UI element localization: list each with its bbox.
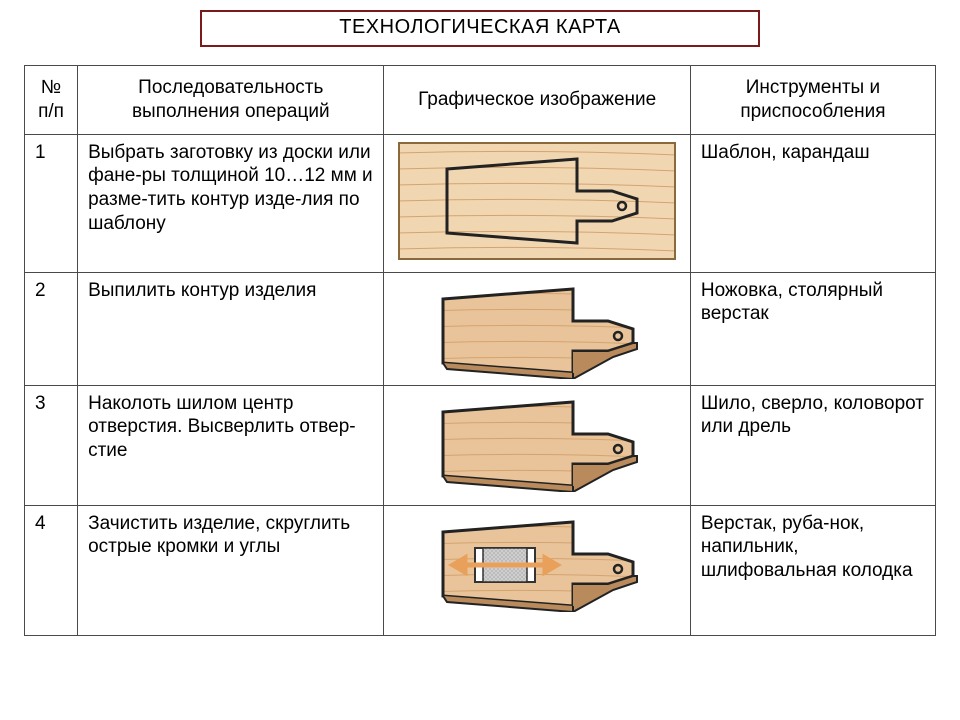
cell-diagram bbox=[384, 134, 690, 272]
cell-num: 1 bbox=[25, 134, 78, 272]
drill-hole-icon bbox=[417, 392, 657, 492]
table-row: 1 Выбрать заготовку из доски или фане-ры… bbox=[25, 134, 936, 272]
cell-diagram bbox=[384, 385, 690, 505]
process-table: № п/п Последовательность выполнения опер… bbox=[24, 65, 936, 636]
col-header-image: Графическое изображение bbox=[384, 66, 690, 135]
sanding-icon bbox=[417, 512, 657, 612]
page-title-text: ТЕХНОЛОГИЧЕСКАЯ КАРТА bbox=[339, 16, 621, 38]
cell-tools: Шило, сверло, коловорот или дрель bbox=[690, 385, 935, 505]
cell-tools: Шаблон, карандаш bbox=[690, 134, 935, 272]
cell-tools: Верстак, руба-нок, напильник, шлифовальн… bbox=[690, 505, 935, 635]
cell-diagram bbox=[384, 505, 690, 635]
table-row: 3 Наколоть шилом центр отверстия. Высвер… bbox=[25, 385, 936, 505]
cell-operation: Наколоть шилом центр отверстия. Высверли… bbox=[78, 385, 384, 505]
page-title: ТЕХНОЛОГИЧЕСКАЯ КАРТА bbox=[200, 10, 760, 47]
blank-with-outline-icon bbox=[397, 141, 677, 261]
cell-num: 2 bbox=[25, 272, 78, 385]
cell-tools: Ножовка, столярный верстак bbox=[690, 272, 935, 385]
cell-num: 3 bbox=[25, 385, 78, 505]
col-header-num: № п/п bbox=[25, 66, 78, 135]
cell-diagram bbox=[384, 272, 690, 385]
cell-operation: Выпилить контур изделия bbox=[78, 272, 384, 385]
cell-operation: Выбрать заготовку из доски или фане-ры т… bbox=[78, 134, 384, 272]
cell-operation: Зачистить изделие, скруглить острые кром… bbox=[78, 505, 384, 635]
table-row: 2 Выпилить контур изделия Ножовка, столя… bbox=[25, 272, 936, 385]
col-header-operation: Последовательность выполнения операций bbox=[78, 66, 384, 135]
table-header-row: № п/п Последовательность выполнения опер… bbox=[25, 66, 936, 135]
col-header-tools: Инструменты и приспособления bbox=[690, 66, 935, 135]
cut-board-icon bbox=[417, 279, 657, 379]
cell-num: 4 bbox=[25, 505, 78, 635]
table-row: 4 Зачистить изделие, скруглить острые кр… bbox=[25, 505, 936, 635]
